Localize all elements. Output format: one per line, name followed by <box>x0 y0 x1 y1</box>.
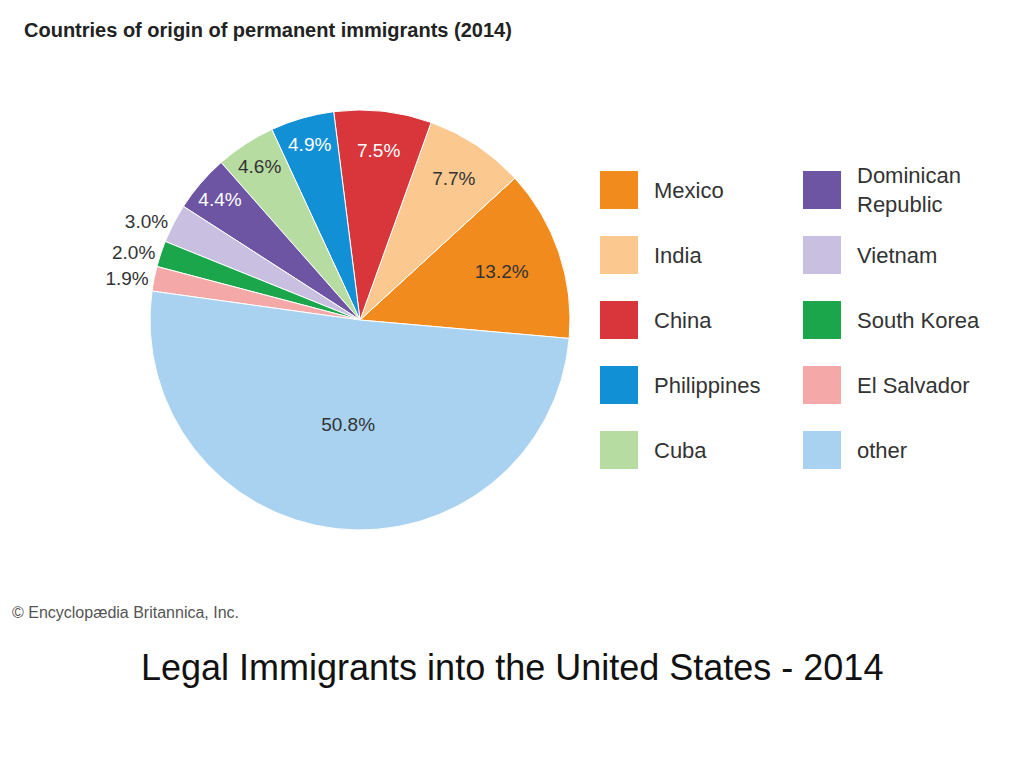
svg-text:India: India <box>654 243 702 268</box>
svg-text:50.8%: 50.8% <box>321 414 375 435</box>
svg-text:China: China <box>654 308 712 333</box>
svg-text:Cuba: Cuba <box>654 438 707 463</box>
svg-text:DominicanRepublic: DominicanRepublic <box>857 163 961 217</box>
svg-text:1.9%: 1.9% <box>105 268 148 289</box>
svg-text:Mexico: Mexico <box>654 178 724 203</box>
svg-text:7.5%: 7.5% <box>357 140 400 161</box>
svg-text:Legal Immigrants into the Unit: Legal Immigrants into the United States … <box>141 647 883 688</box>
svg-text:El Salvador: El Salvador <box>857 373 970 398</box>
svg-text:other: other <box>857 438 907 463</box>
svg-text:4.9%: 4.9% <box>288 134 331 155</box>
svg-text:© Encyclopædia Britannica, Inc: © Encyclopædia Britannica, Inc. <box>12 604 239 621</box>
svg-text:7.7%: 7.7% <box>432 168 475 189</box>
svg-text:Philippines: Philippines <box>654 373 760 398</box>
svg-text:3.0%: 3.0% <box>125 211 168 232</box>
svg-text:4.4%: 4.4% <box>198 189 241 210</box>
svg-text:Vietnam: Vietnam <box>857 243 937 268</box>
svg-text:2.0%: 2.0% <box>112 242 155 263</box>
svg-text:4.6%: 4.6% <box>238 156 281 177</box>
svg-text:Countries of origin of permane: Countries of origin of permanent immigra… <box>24 19 512 41</box>
svg-text:South Korea: South Korea <box>857 308 980 333</box>
svg-text:13.2%: 13.2% <box>475 261 529 282</box>
